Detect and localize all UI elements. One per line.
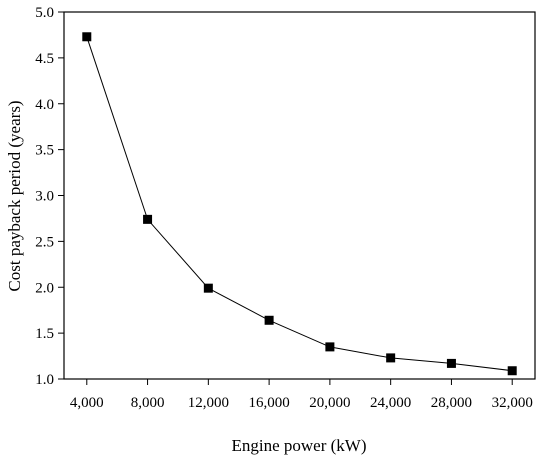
y-tick-label: 1.0 bbox=[35, 372, 54, 388]
data-point bbox=[325, 342, 335, 352]
x-tick-label: 32,000 bbox=[492, 395, 533, 411]
data-point bbox=[264, 315, 274, 325]
y-axis-title: Cost payback period (years) bbox=[5, 100, 24, 291]
x-tick-label: 8,000 bbox=[131, 395, 165, 411]
y-tick-label: 3.5 bbox=[35, 143, 54, 159]
x-tick-label: 4,000 bbox=[70, 395, 104, 411]
plot-frame bbox=[63, 11, 536, 380]
y-tick-label: 2.5 bbox=[35, 234, 54, 250]
series-line bbox=[86, 36, 513, 372]
x-axis-ticks: 4,000 8,000 12,000 16,000 20,000 24,000 28,000… bbox=[70, 379, 533, 411]
x-axis-title: Engine power (kW) bbox=[231, 436, 366, 455]
y-tick-label: 2.0 bbox=[35, 280, 54, 296]
data-point bbox=[203, 283, 213, 293]
data-point bbox=[143, 214, 153, 224]
data-point bbox=[446, 358, 456, 368]
y-tick-label: 4.5 bbox=[35, 51, 54, 67]
x-tick-label: 20,000 bbox=[309, 395, 350, 411]
x-tick-label: 28,000 bbox=[431, 395, 472, 411]
series-markers bbox=[82, 32, 517, 376]
y-tick-label: 1.5 bbox=[35, 326, 54, 342]
y-tick-label: 3.0 bbox=[35, 189, 54, 205]
x-tick-label: 24,000 bbox=[370, 395, 411, 411]
y-axis-ticks: 1.0 1.5 2.0 2.5 3.0 3.5 4.0 4.5 5.0 bbox=[35, 5, 64, 388]
data-point bbox=[386, 353, 396, 363]
data-point bbox=[507, 366, 517, 376]
x-tick-label: 12,000 bbox=[188, 395, 229, 411]
data-point bbox=[82, 32, 92, 42]
x-tick-label: 16,000 bbox=[248, 395, 289, 411]
y-tick-label: 5.0 bbox=[35, 5, 54, 21]
y-tick-label: 4.0 bbox=[35, 97, 54, 113]
